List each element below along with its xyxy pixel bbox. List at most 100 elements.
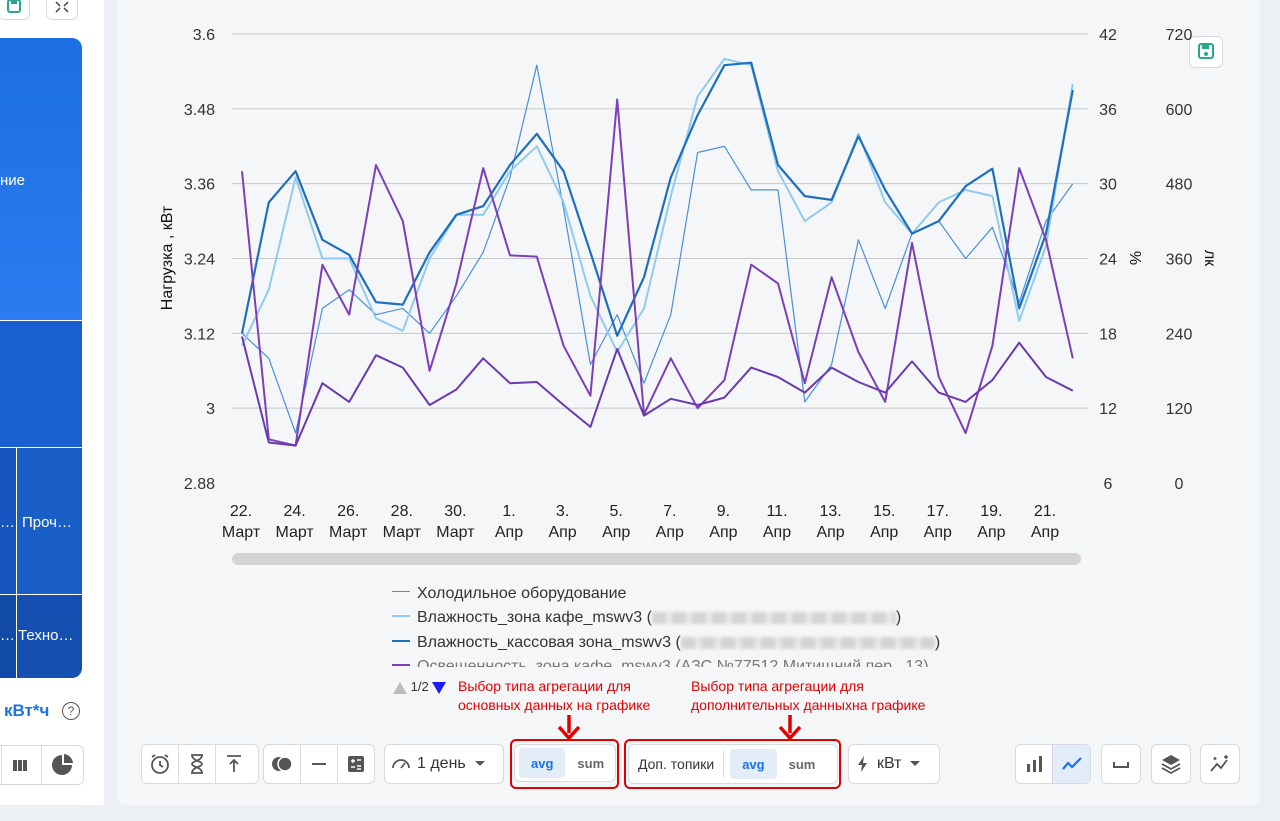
treemap-cell-5[interactable]: … [0,595,16,678]
unit-select[interactable]: кВт [848,744,940,784]
treemap-label: Проч… [22,514,72,531]
layers-button[interactable] [1151,744,1191,784]
y-tick-right2: 720 [1166,27,1193,44]
chevron-down-icon [901,745,929,783]
agg-extra-avg[interactable]: avg [730,749,777,779]
x-tick-label: Март [222,524,261,541]
overlap-circles-icon[interactable] [264,745,300,783]
treemap-cell-4[interactable]: Проч… [17,448,82,594]
pie-chart-icon[interactable] [47,751,77,779]
y-tick-right2: 480 [1166,177,1193,194]
time-tools-group [141,744,259,784]
bar-chart-icon[interactable] [1016,745,1052,783]
treemap: ние … Проч… … Техно… [0,38,82,678]
chart-scrollbar[interactable] [232,553,1081,565]
legend-pager: 1/2 [393,679,447,694]
series-line-5 [241,336,1074,447]
y-tick-left: 3.48 [184,102,215,119]
chart-type-toggle [0,745,84,785]
alarm-clock-icon[interactable] [142,745,178,783]
y-tick-left: 3 [206,401,215,418]
y-tick-right1: 24 [1099,252,1117,269]
highlight-box [624,739,841,789]
y-tick-right2: 0 [1175,476,1184,493]
red-arrow-icon [557,715,581,741]
x-tick-label: Апр [548,524,576,541]
align-top-icon[interactable] [216,745,252,783]
legend-item[interactable]: Влажность_зона кафе_mswv3 () [392,609,901,633]
red-arrow-icon [778,715,802,741]
expand-icon[interactable] [46,0,78,20]
x-tick-label: 7. [663,503,676,520]
agg-main-toggle: avg sum [514,744,616,782]
annotation-extra: Выбор типа агрегации для дополнительных … [691,677,925,715]
agg-extra-sum[interactable]: sum [788,756,816,772]
legend-suffix: ) [934,634,941,651]
pager-text: 1/2 [410,679,429,694]
chevron-down-icon [466,745,494,783]
agg-main-avg[interactable]: avg [519,748,566,778]
legend-suffix: ) [895,609,902,626]
x-tick-label: 21. [1034,503,1056,520]
legend-item[interactable]: Холодильное оборудование [392,585,626,609]
bracket-button[interactable] [1101,744,1141,784]
y-axis-right2-title: лк [1201,250,1218,267]
x-tick-label: Апр [870,524,898,541]
redacted-text [680,636,935,649]
period-select[interactable]: 1 день [384,744,504,784]
x-tick-label: 11. [766,503,787,520]
y-tick-right1: 30 [1099,177,1117,194]
x-tick-label: 13. [819,503,841,520]
save-icon[interactable] [0,0,30,20]
y-tick-left: 3.6 [193,27,215,44]
legend-item[interactable]: Освещенность_зона кафе_mswv3 (АЗС №77512… [392,658,929,667]
y-tick-right2: 120 [1166,401,1193,418]
y-tick-left: 2.88 [184,476,215,493]
x-tick-label: 9. [717,503,730,520]
series-line-3 [240,61,1074,337]
x-tick-label: Март [436,524,475,541]
unit-value: кВт [877,755,902,772]
x-tick-label: 30. [444,503,466,520]
x-tick-label: 22. [230,503,252,520]
series-line-2 [241,57,1074,353]
save-icon[interactable] [1189,36,1223,68]
x-tick-label: Март [383,524,422,541]
annotation-main: Выбор типа агрегации для основных данных… [458,677,650,715]
treemap-cell-2[interactable] [0,321,82,447]
minus-icon[interactable] [301,745,337,783]
x-tick-label: 3. [556,503,569,520]
pager-up-icon[interactable] [393,681,407,694]
chart-type-group [1015,744,1091,784]
x-tick-label: Апр [1031,524,1059,541]
hourglass-icon[interactable] [179,745,215,783]
calculator-icon[interactable] [338,745,374,783]
y-axis-right1-title: % [1126,251,1143,265]
x-tick-label: Апр [709,524,737,541]
extra-topics-label[interactable]: Доп. топики [638,756,715,772]
legend-label: Влажность_кассовая зона_mswv3 ( [417,634,681,651]
treemap-label: … [0,627,15,644]
line-chart-icon[interactable] [1053,745,1090,783]
bolt-icon [849,745,877,783]
math-tools-group [263,744,375,784]
agg-main-sum[interactable]: sum [577,755,605,771]
treemap-label: … [0,514,15,531]
treemap-cell-1[interactable]: ние [0,38,82,320]
legend-item[interactable]: Влажность_кассовая зона_mswv3 () [392,634,940,658]
x-tick-label: Апр [977,524,1005,541]
treemap-cell-3[interactable]: … [0,448,16,594]
sparkle-chart-button[interactable] [1200,744,1240,784]
unit-label: кВт*ч [4,701,50,720]
agg-extra-toggle: Доп. топики avg sum [628,744,838,784]
question-circle-icon[interactable]: ? [62,702,80,720]
legend-swatch [392,614,410,617]
speedometer-icon [385,745,417,783]
x-tick-label: Апр [763,524,791,541]
y-tick-left: 3.24 [184,252,215,269]
legend-swatch [392,663,410,666]
treemap-cell-6[interactable]: Техно… [17,595,82,678]
columns-chart-icon[interactable] [5,751,35,779]
pager-down-icon[interactable] [432,681,447,694]
